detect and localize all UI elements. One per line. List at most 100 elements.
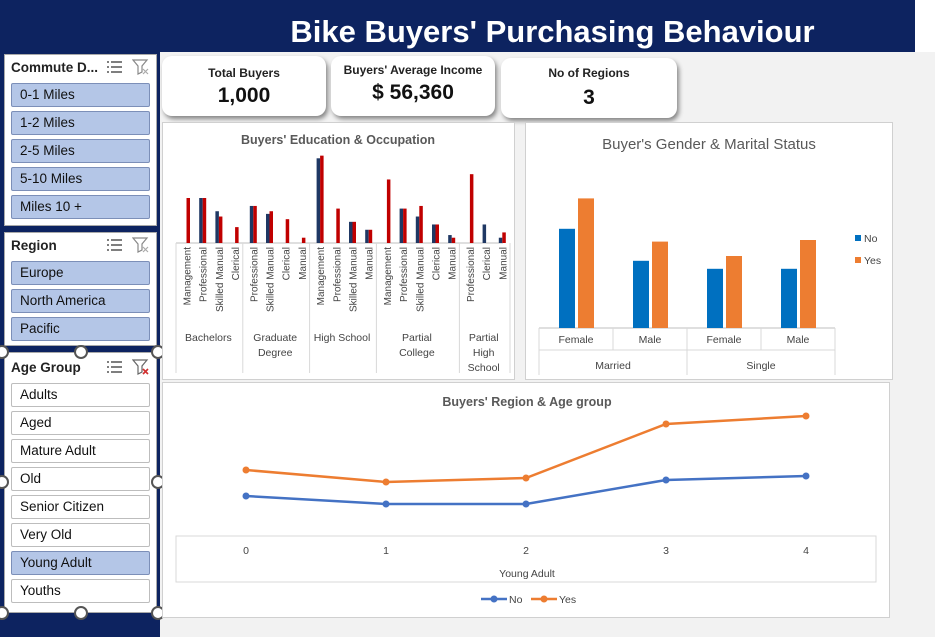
slicer-item-pacific[interactable]: Pacific (11, 317, 150, 341)
data-point-yes (382, 478, 390, 486)
tick-label: Professional (249, 247, 260, 302)
data-point-no (382, 500, 390, 508)
gender-marital-chart[interactable]: Buyer's Gender & Marital Status Female Mal… (525, 122, 893, 380)
education-occupation-plot: Buyers' Education & Occupation Management… (175, 133, 511, 374)
slicer-item-2-5-miles[interactable]: 2-5 Miles (11, 139, 150, 163)
resize-handle[interactable] (0, 606, 9, 620)
region-slicer-title: Region (11, 237, 57, 253)
resize-handle[interactable] (74, 345, 88, 359)
commute-slicer-title: Commute D... (11, 59, 99, 75)
group-label: Degree (258, 347, 293, 359)
bar-yes (235, 227, 239, 243)
bar-yes (320, 155, 324, 243)
average-income-label: Buyers' Average Income (343, 63, 483, 77)
bar-no (365, 229, 369, 243)
data-point-yes (662, 420, 670, 428)
slicer-item-adults[interactable]: Adults (11, 383, 150, 407)
group-label: High School (314, 332, 371, 344)
tick-label: Skilled Manual (266, 247, 277, 312)
region-age-plot: Buyers' Region & Age group 0 1 2 3 4 Young Adu… (175, 395, 877, 606)
total-buyers-label: Total Buyers (208, 66, 280, 80)
region-age-chart[interactable]: Buyers' Region & Age group 0 1 2 3 4 Young Adu… (162, 382, 890, 618)
bar-no (399, 208, 404, 243)
slicer-item-old[interactable]: Old (11, 467, 150, 491)
data-point-yes (242, 466, 250, 474)
legend-marker-no (490, 595, 498, 603)
slicer-item-0-1-miles[interactable]: 0-1 Miles (11, 83, 150, 107)
clear-filter-icon[interactable] (132, 237, 150, 253)
data-point-no (242, 492, 250, 500)
resize-handle[interactable] (0, 345, 9, 359)
commute-distance-slicer[interactable]: Commute D... 0-1 Miles 1-2 Miles 2-5 Miles… (4, 54, 157, 226)
regions-value: 3 (583, 86, 595, 109)
total-buyers-value: 1,000 (217, 84, 271, 107)
tick-label: Professional (199, 247, 210, 302)
clear-filter-icon[interactable] (132, 359, 150, 375)
bar-no (432, 224, 436, 243)
tick-label: Management (383, 247, 394, 306)
tick-label: Skilled Manual (215, 247, 226, 312)
age-group-slicer[interactable]: Age Group Adults Aged Mature Adult Old Senio… (4, 352, 157, 613)
gender-marital-plot: Buyer's Gender & Marital Status Female Mal… (538, 136, 881, 375)
slicer-item-youths[interactable]: Youths (11, 579, 150, 603)
slicer-item-young-adult[interactable]: Young Adult (11, 551, 150, 575)
bar-no (316, 158, 321, 243)
slicer-item-1-2-miles[interactable]: 1-2 Miles (11, 111, 150, 135)
tick-label: Manual (498, 247, 509, 280)
group-label: Bachelors (185, 332, 232, 344)
slicer-item-mature-adult[interactable]: Mature Adult (11, 439, 150, 463)
age-slicer-items: Adults Aged Mature Adult Old Senior Citizen V… (11, 383, 150, 603)
bar-no (415, 216, 420, 243)
tick-label: Female (706, 334, 741, 346)
bar-yes (502, 232, 506, 243)
commute-slicer-items: 0-1 Miles 1-2 Miles 2-5 Miles 5-10 Miles Mil… (11, 83, 150, 219)
region-slicer-items: Europe North America Pacific (11, 261, 150, 341)
tick-label: Professional (332, 247, 343, 302)
clear-filter-icon[interactable] (132, 59, 150, 75)
slicer-item-miles-10[interactable]: Miles 10 + (11, 195, 150, 219)
bar-yes (218, 216, 223, 243)
multi-select-icon[interactable] (106, 59, 124, 75)
tick-label: 1 (383, 545, 389, 557)
group-label: High (473, 347, 495, 359)
tick-label: Management (316, 247, 327, 306)
slicer-item-very-old[interactable]: Very Old (11, 523, 150, 547)
tick-label: Professional (466, 247, 477, 302)
slicer-item-aged[interactable]: Aged (11, 411, 150, 435)
education-occupation-chart[interactable]: Buyers' Education & Occupation Management… (162, 122, 515, 380)
tick-label: Male (787, 334, 810, 346)
group-label: Married (595, 360, 631, 372)
tick-label: 2 (523, 545, 529, 557)
regions-label: No of Regions (548, 66, 630, 80)
bar-yes (386, 179, 391, 243)
data-point-yes (522, 474, 530, 482)
multi-select-icon[interactable] (106, 237, 124, 253)
group-label: College (399, 347, 435, 359)
region-slicer[interactable]: Region Europe North America Pacific (4, 232, 157, 346)
bar-no (482, 224, 487, 243)
commute-slicer-header: Commute D... (11, 55, 150, 79)
bar-no (249, 205, 254, 243)
series-line-yes (245, 414, 807, 484)
slicer-item-senior-citizen[interactable]: Senior Citizen (11, 495, 150, 519)
resize-handle[interactable] (74, 606, 88, 620)
tick-label: 0 (243, 545, 249, 557)
group-label: Graduate (253, 332, 297, 344)
resize-handle[interactable] (0, 475, 9, 489)
bar-yes (301, 237, 306, 243)
multi-select-icon[interactable] (106, 359, 124, 375)
bar-yes (800, 240, 816, 328)
tick-label: Male (639, 334, 662, 346)
bar-no (781, 268, 797, 328)
slicer-item-north-america[interactable]: North America (11, 289, 150, 313)
group-label: School (468, 362, 500, 374)
slicer-item-europe[interactable]: Europe (11, 261, 150, 285)
bar-yes (652, 241, 668, 328)
tick-label: 3 (663, 545, 669, 557)
legend-swatch-no (855, 235, 861, 241)
slicer-item-5-10-miles[interactable]: 5-10 Miles (11, 167, 150, 191)
chart-title: Buyers' Education & Occupation (241, 133, 435, 147)
tick-label: Manual (448, 247, 459, 280)
bar-no (199, 198, 203, 243)
legend-marker-yes (540, 595, 548, 603)
